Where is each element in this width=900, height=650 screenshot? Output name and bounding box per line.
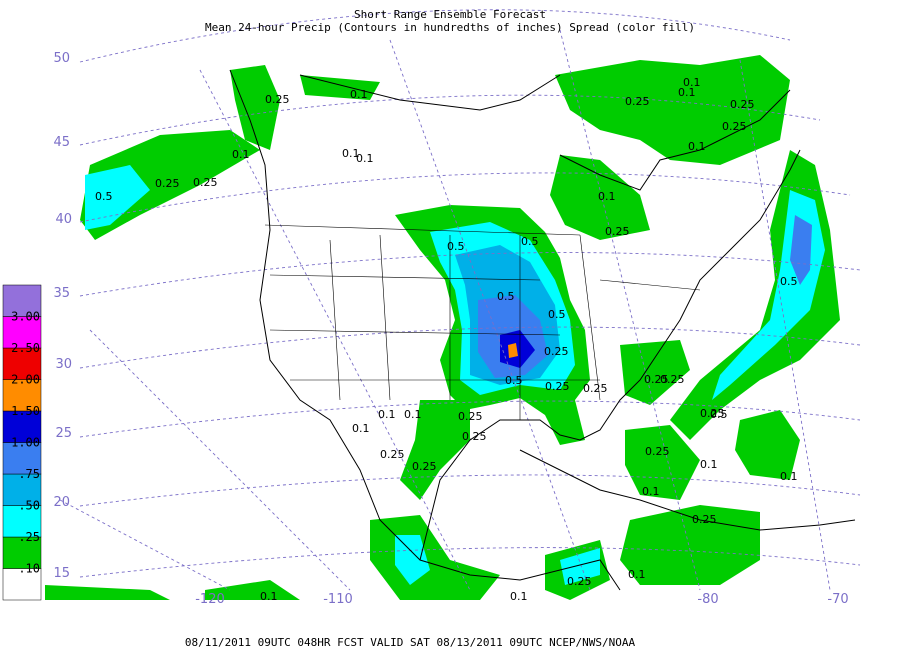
outlines	[229, 69, 856, 591]
precip-fill	[45, 55, 840, 600]
contour-label: 0.25	[625, 95, 650, 108]
subtitle: Mean 24-hour Precip (Contours in hundred…	[205, 21, 695, 34]
legend-label: .75	[18, 467, 40, 481]
contour-label: 0.25	[462, 430, 487, 443]
contour-label: 0.1	[510, 590, 528, 603]
contour-label: 0.25	[458, 410, 483, 423]
contour-label: 0.25	[645, 445, 670, 458]
contour-label: 0.5	[497, 290, 515, 303]
longitude-label: -70	[827, 592, 848, 607]
latitude-label: 15	[53, 566, 70, 581]
contour-label: 0.5	[780, 275, 798, 288]
legend-swatch	[2, 284, 42, 317]
legend-label: 1.00	[11, 436, 40, 450]
longitude-label: -120	[195, 592, 225, 607]
contour-label: 0.1	[628, 568, 646, 581]
legend-label: 2.00	[11, 373, 40, 387]
latitude-label: 25	[55, 426, 72, 441]
legend-label: .50	[18, 499, 40, 513]
contour-label: 0.5	[447, 240, 465, 253]
latitude-label: 45	[53, 135, 70, 150]
contour-label: 0.25	[722, 120, 747, 133]
contour-label: 0.1	[342, 147, 360, 160]
legend-swatch	[2, 379, 42, 412]
footer: 08/11/2011 09UTC 048HR FCST VALID SAT 08…	[185, 636, 636, 649]
legend-swatch	[2, 536, 42, 569]
contour-label: 0.5	[521, 235, 539, 248]
contour-label: 0.25	[730, 98, 755, 111]
longitude-label: -80	[697, 592, 718, 607]
legend-swatch	[2, 568, 42, 601]
latitude-label: 20	[53, 495, 70, 510]
latitude-label: 35	[53, 286, 70, 301]
contour-label: 0.25	[265, 93, 290, 106]
contour-label: 0.1	[598, 190, 616, 203]
contour-label: 0.25	[412, 460, 437, 473]
legend-swatch	[2, 316, 42, 349]
contour-label: 0.25	[545, 380, 570, 393]
contour-label: 0.1	[642, 485, 660, 498]
contour-label: 0.1	[700, 458, 718, 471]
legend-label: 1.50	[11, 404, 40, 418]
latitude-label: 50	[53, 51, 70, 66]
contour-label: 0.25	[605, 225, 630, 238]
legend-swatch	[2, 347, 42, 380]
contour-label: 0.1	[683, 76, 701, 89]
contour-label: 0.5	[548, 308, 566, 321]
legend-label: .25	[18, 530, 40, 544]
contour-label: 0.1	[260, 590, 278, 603]
legend-label: .10	[18, 562, 40, 576]
contour-label: 0.5	[95, 190, 113, 203]
latitude-label: 40	[55, 212, 72, 227]
legend-swatch	[2, 505, 42, 538]
contour-label: 0.1	[404, 408, 422, 421]
legend-swatch	[2, 473, 42, 506]
legend-label: 2.50	[11, 341, 40, 355]
contour-label: 0.1	[780, 470, 798, 483]
latitude-label: 30	[55, 357, 72, 372]
contour-label: 0.1	[352, 422, 370, 435]
contour-label: 0.25	[544, 345, 569, 358]
graticule	[59, 9, 861, 591]
contour-label: 0.1	[350, 88, 368, 101]
contour-label: 0.25	[700, 407, 725, 420]
legend-label: 3.00	[11, 310, 40, 324]
contour-label: 0.25	[583, 382, 608, 395]
contour-label: 0.25	[193, 176, 218, 189]
contour-label: 0.1	[356, 152, 374, 165]
contour-label: 0.25	[155, 177, 180, 190]
contour-label: 0.25	[380, 448, 405, 461]
contour-label: 0.1	[378, 408, 396, 421]
contour-label: 0.25	[692, 513, 717, 526]
contour-label: 0.5	[710, 408, 728, 421]
contour-label: 0.25	[567, 575, 592, 588]
contour-label: 0.25	[644, 373, 669, 386]
contour-label: 0.1	[688, 140, 706, 153]
contour-label: 0.5	[505, 374, 523, 387]
longitude-label: -110	[323, 592, 353, 607]
contour-label: 0.1	[232, 148, 250, 161]
title: Short Range Ensemble Forecast	[354, 8, 546, 21]
contour-label: 0.1	[678, 86, 696, 99]
contour-label: 0.25	[660, 373, 685, 386]
